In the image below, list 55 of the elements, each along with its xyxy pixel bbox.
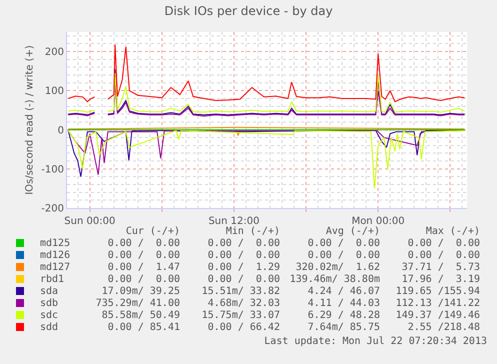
text: 2.55 /218.48 — [406, 322, 480, 334]
legend-label: md127 — [40, 262, 72, 274]
text: 0.00 / 1.47 — [106, 262, 180, 274]
text: 37.71 / 5.73 — [400, 262, 480, 274]
text: 0.00 / 0.00 — [106, 238, 180, 250]
text: 4.11 / 44.03 — [306, 298, 380, 310]
text: 0.00 / 0.00 — [106, 250, 180, 262]
text: Cur (-/+) — [124, 226, 180, 238]
text: 0.00 / 85.41 — [106, 322, 180, 334]
y-axis-title: IOs/second read (-) / write (+) — [24, 45, 36, 195]
y-tick-label: -200 — [41, 204, 64, 214]
legend-label: sdc — [40, 310, 60, 322]
text: Avg (-/+) — [324, 226, 380, 238]
x-tick-label: Sun 00:00 — [64, 216, 116, 227]
chart-title: Disk IOs per device - by day — [164, 4, 333, 18]
x-tick-label: Sun 12:00 — [208, 216, 260, 227]
legend-label: md126 — [40, 250, 72, 262]
text: Last update: Mon Jul 22 07:20:34 2013 — [264, 336, 487, 347]
text: 15.51m/ 33.82 — [200, 286, 280, 298]
text: 0.00 / 0.00 — [206, 238, 280, 250]
text: 85.58m/ 50.49 — [100, 310, 180, 322]
text: 0.00 / 0.00 — [406, 250, 480, 262]
legend-label: md125 — [40, 238, 72, 250]
legend-label: sdb — [40, 298, 60, 310]
text: 4.24 / 46.07 — [306, 286, 380, 298]
legend-label: rbd1 — [40, 274, 66, 286]
text: 0.00 / 0.00 — [206, 274, 280, 286]
y-tick-label: 200 — [44, 47, 64, 58]
text: 4.68m/ 32.03 — [206, 298, 280, 310]
text: 0.00 / 0.00 — [306, 238, 380, 250]
text: 17.09m/ 39.25 — [100, 286, 180, 298]
text: 112.13 /141.22 — [394, 298, 480, 310]
text: 15.75m/ 33.07 — [200, 310, 280, 322]
text: 735.29m/ 41.00 — [94, 298, 180, 310]
text: 0.00 / 66.42 — [206, 322, 280, 334]
legend-label: sda — [40, 286, 60, 298]
text: 0.00 / 0.00 — [206, 250, 280, 262]
legend-label: sdd — [40, 322, 60, 334]
x-tick-label: Mon 00:00 — [352, 216, 405, 227]
text: Max (-/+) — [424, 226, 480, 238]
text: 139.46m/ 38.80m — [288, 274, 380, 286]
y-tick-label: 0 — [58, 125, 64, 136]
text: 119.65 /155.94 — [394, 286, 480, 298]
text: 149.37 /149.46 — [394, 310, 480, 322]
text: 0.00 / 0.00 — [106, 274, 180, 286]
text: 7.64m/ 85.75 — [306, 322, 380, 334]
y-tick-label: 100 — [44, 86, 64, 98]
text: 320.02m/ 1.62 — [294, 262, 380, 274]
text: 17.96 / 3.19 — [400, 274, 480, 286]
text: 6.29 / 48.28 — [306, 310, 380, 322]
text: 0.00 / 1.29 — [206, 262, 280, 274]
y-tick-label: -100 — [41, 164, 64, 176]
text: Min (-/+) — [224, 226, 280, 238]
text: 0.00 / 0.00 — [306, 250, 380, 262]
text: 0.00 / 0.00 — [406, 238, 480, 250]
